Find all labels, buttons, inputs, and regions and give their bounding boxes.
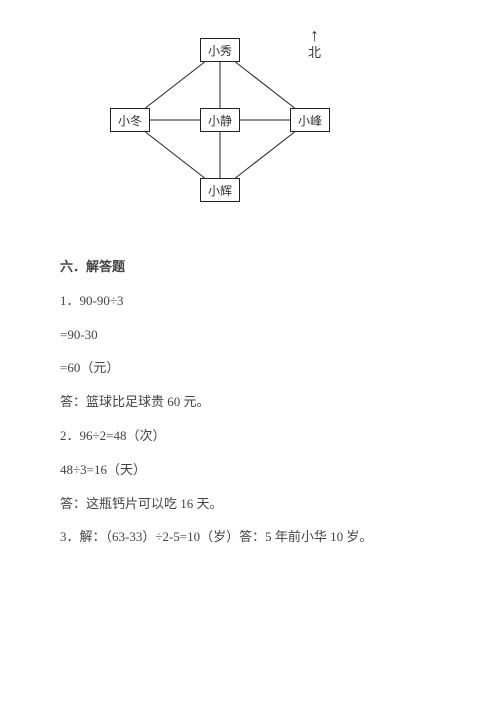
q2-conclusion: 答：这瓶钙片可以吃 16 天。 — [60, 487, 440, 521]
node-left: 小冬 — [110, 108, 150, 132]
node-right: 小峰 — [290, 108, 330, 132]
north-indicator: ↑ 北 — [308, 28, 321, 61]
q2-line2: 48÷3=16（天） — [60, 453, 440, 487]
answers-section: 六．解答题 1．90-90÷3 =90-30 =60（元） 答：篮球比足球贵 6… — [60, 250, 440, 554]
node-bottom: 小辉 — [200, 178, 240, 202]
q2-line1: 2．96÷2=48（次） — [60, 419, 440, 453]
north-arrow-icon: ↑ — [308, 28, 321, 42]
section-title: 六．解答题 — [60, 250, 440, 284]
node-top: 小秀 — [200, 38, 240, 62]
q1-conclusion: 答：篮球比足球贵 60 元。 — [60, 385, 440, 419]
q3-line1: 3．解：（63-33）÷2-5=10（岁）答：5 年前小华 10 岁。 — [60, 520, 440, 554]
network-diagram: 小秀 小冬 小静 小峰 小辉 ↑ 北 — [90, 20, 370, 220]
q1-line2: =90-30 — [60, 318, 440, 352]
north-label: 北 — [308, 42, 321, 61]
node-center: 小静 — [200, 108, 240, 132]
q1-line1: 1．90-90÷3 — [60, 284, 440, 318]
q1-line3: =60（元） — [60, 351, 440, 385]
